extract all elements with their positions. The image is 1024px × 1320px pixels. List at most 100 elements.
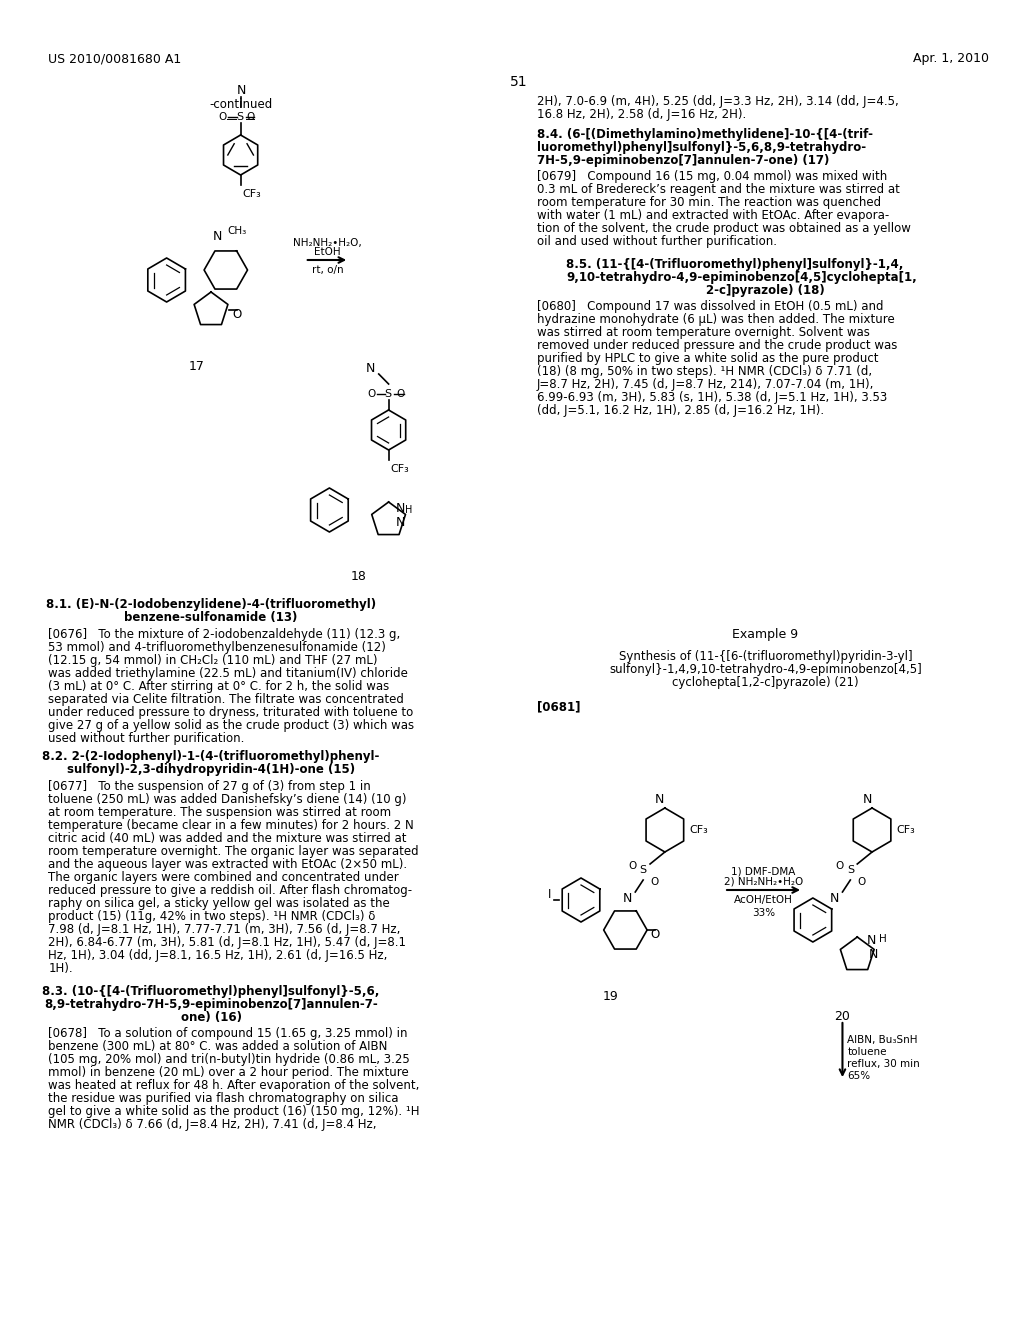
Text: 65%: 65%	[848, 1071, 870, 1081]
Text: give 27 g of a yellow solid as the crude product (3) which was: give 27 g of a yellow solid as the crude…	[48, 719, 415, 733]
Text: under reduced pressure to dryness, triturated with toluene to: under reduced pressure to dryness, tritu…	[48, 706, 414, 719]
Text: 16.8 Hz, 2H), 2.58 (d, J=16 Hz, 2H).: 16.8 Hz, 2H), 2.58 (d, J=16 Hz, 2H).	[537, 108, 745, 121]
Text: raphy on silica gel, a sticky yellow gel was isolated as the: raphy on silica gel, a sticky yellow gel…	[48, 898, 390, 909]
Text: 17: 17	[188, 360, 204, 374]
Text: tion of the solvent, the crude product was obtained as a yellow: tion of the solvent, the crude product w…	[537, 222, 910, 235]
Text: O: O	[396, 389, 404, 399]
Text: N: N	[213, 230, 222, 243]
Text: (3 mL) at 0° C. After stirring at 0° C. for 2 h, the solid was: (3 mL) at 0° C. After stirring at 0° C. …	[48, 680, 389, 693]
Text: N: N	[862, 793, 871, 807]
Text: and the aqueous layer was extracted with EtOAc (2×50 mL).: and the aqueous layer was extracted with…	[48, 858, 408, 871]
Text: was heated at reflux for 48 h. After evaporation of the solvent,: was heated at reflux for 48 h. After eva…	[48, 1078, 420, 1092]
Text: mmol) in benzene (20 mL) over a 2 hour period. The mixture: mmol) in benzene (20 mL) over a 2 hour p…	[48, 1067, 409, 1078]
Text: CF₃: CF₃	[897, 825, 915, 836]
Text: 8.4. (6-[(Dimethylamino)methylidene]-10-{[4-(trif-: 8.4. (6-[(Dimethylamino)methylidene]-10-…	[537, 128, 872, 141]
Text: toluene: toluene	[848, 1047, 887, 1057]
Text: 1) DMF-DMA: 1) DMF-DMA	[731, 866, 796, 876]
Text: O: O	[836, 861, 844, 871]
Text: O: O	[650, 928, 659, 941]
Text: N: N	[623, 891, 632, 904]
Text: gel to give a white solid as the product (16) (150 mg, 12%). ¹H: gel to give a white solid as the product…	[48, 1105, 420, 1118]
Text: [0679]   Compound 16 (15 mg, 0.04 mmol) was mixed with: [0679] Compound 16 (15 mg, 0.04 mmol) wa…	[537, 170, 887, 183]
Text: [0677]   To the suspension of 27 g of (3) from step 1 in: [0677] To the suspension of 27 g of (3) …	[48, 780, 371, 793]
Text: Apr. 1, 2010: Apr. 1, 2010	[913, 51, 989, 65]
Text: (105 mg, 20% mol) and tri(n-butyl)tin hydride (0.86 mL, 3.25: (105 mg, 20% mol) and tri(n-butyl)tin hy…	[48, 1053, 410, 1067]
Text: S: S	[640, 865, 647, 875]
Text: the residue was purified via flash chromatography on silica: the residue was purified via flash chrom…	[48, 1092, 398, 1105]
Text: S: S	[385, 389, 392, 399]
Text: [0678]   To a solution of compound 15 (1.65 g, 3.25 mmol) in: [0678] To a solution of compound 15 (1.6…	[48, 1027, 408, 1040]
Text: 6.99-6.93 (m, 3H), 5.83 (s, 1H), 5.38 (d, J=5.1 Hz, 1H), 3.53: 6.99-6.93 (m, 3H), 5.83 (s, 1H), 5.38 (d…	[537, 391, 887, 404]
Text: N: N	[395, 516, 406, 529]
Text: O: O	[219, 112, 227, 121]
Text: AcOH/EtOH: AcOH/EtOH	[734, 895, 793, 906]
Text: I: I	[548, 888, 551, 902]
Text: 8.2. 2-(2-Iodophenyl)-1-(4-(trifluoromethyl)phenyl-: 8.2. 2-(2-Iodophenyl)-1-(4-(trifluoromet…	[42, 750, 380, 763]
Text: -continued: -continued	[209, 98, 272, 111]
Text: 8,9-tetrahydro-7H-5,9-epiminobenzo[7]annulen-7-: 8,9-tetrahydro-7H-5,9-epiminobenzo[7]ann…	[44, 998, 378, 1011]
Text: reflux, 30 min: reflux, 30 min	[848, 1059, 921, 1069]
Text: US 2010/0081680 A1: US 2010/0081680 A1	[48, 51, 181, 65]
Text: separated via Celite filtration. The filtrate was concentrated: separated via Celite filtration. The fil…	[48, 693, 404, 706]
Text: 0.3 mL of Bredereck’s reagent and the mixture was stirred at: 0.3 mL of Bredereck’s reagent and the mi…	[537, 183, 899, 195]
Text: 53 mmol) and 4-trifluoromethylbenzenesulfonamide (12): 53 mmol) and 4-trifluoromethylbenzenesul…	[48, 642, 386, 653]
Text: H: H	[404, 506, 412, 515]
Text: product (15) (11g, 42% in two steps). ¹H NMR (CDCl₃) δ: product (15) (11g, 42% in two steps). ¹H…	[48, 909, 376, 923]
Text: reduced pressure to give a reddish oil. After flash chromatog-: reduced pressure to give a reddish oil. …	[48, 884, 413, 898]
Text: 2) NH₂NH₂•H₂O: 2) NH₂NH₂•H₂O	[724, 876, 803, 887]
Text: cyclohepta[1,2-c]pyrazole) (21): cyclohepta[1,2-c]pyrazole) (21)	[672, 676, 859, 689]
Text: 8.5. (11-{[4-(Trifluoromethyl)phenyl]sulfonyl}-1,4,: 8.5. (11-{[4-(Trifluoromethyl)phenyl]sul…	[566, 257, 903, 271]
Text: used without further purification.: used without further purification.	[48, 733, 245, 744]
Text: toluene (250 mL) was added Danishefsky’s diene (14) (10 g): toluene (250 mL) was added Danishefsky’s…	[48, 793, 407, 807]
Text: one) (16): one) (16)	[180, 1011, 242, 1024]
Text: luoromethyl)phenyl]sulfonyl}-5,6,8,9-tetrahydro-: luoromethyl)phenyl]sulfonyl}-5,6,8,9-tet…	[537, 141, 865, 154]
Text: Synthesis of (11-{[6-(trifluoromethyl)pyridin-3-yl]: Synthesis of (11-{[6-(trifluoromethyl)py…	[618, 649, 912, 663]
Text: O: O	[247, 112, 255, 121]
Text: O: O	[368, 389, 376, 399]
Text: O: O	[650, 876, 658, 887]
Text: Example 9: Example 9	[732, 628, 799, 642]
Text: AIBN, Bu₃SnH: AIBN, Bu₃SnH	[848, 1035, 918, 1045]
Text: 19: 19	[603, 990, 618, 1003]
Text: 33%: 33%	[752, 908, 775, 917]
Text: 51: 51	[510, 75, 527, 88]
Text: 2-c]pyrazole) (18): 2-c]pyrazole) (18)	[707, 284, 825, 297]
Text: CF₃: CF₃	[390, 465, 410, 474]
Text: citric acid (40 mL) was added and the mixture was stirred at: citric acid (40 mL) was added and the mi…	[48, 832, 407, 845]
Text: N: N	[655, 793, 665, 807]
Text: N: N	[869, 949, 879, 961]
Text: [0681]: [0681]	[537, 700, 581, 713]
Text: (18) (8 mg, 50% in two steps). ¹H NMR (CDCl₃) δ 7.71 (d,: (18) (8 mg, 50% in two steps). ¹H NMR (C…	[537, 366, 871, 378]
Text: at room temperature. The suspension was stirred at room: at room temperature. The suspension was …	[48, 807, 391, 818]
Text: O: O	[857, 876, 865, 887]
Text: N: N	[395, 502, 406, 515]
Text: (dd, J=5.1, 16.2 Hz, 1H), 2.85 (d, J=16.2 Hz, 1H).: (dd, J=5.1, 16.2 Hz, 1H), 2.85 (d, J=16.…	[537, 404, 823, 417]
Text: 1H).: 1H).	[48, 962, 73, 975]
Text: N: N	[367, 362, 376, 375]
Text: The organic layers were combined and concentrated under: The organic layers were combined and con…	[48, 871, 399, 884]
Text: with water (1 mL) and extracted with EtOAc. After evapora-: with water (1 mL) and extracted with EtO…	[537, 209, 889, 222]
Text: 18: 18	[351, 570, 367, 583]
Text: N: N	[237, 84, 246, 98]
Text: CH₃: CH₃	[227, 226, 247, 236]
Text: N: N	[829, 891, 840, 904]
Text: CF₃: CF₃	[243, 189, 261, 199]
Text: S: S	[237, 112, 244, 121]
Text: 2H), 7.0-6.9 (m, 4H), 5.25 (dd, J=3.3 Hz, 2H), 3.14 (dd, J=4.5,: 2H), 7.0-6.9 (m, 4H), 5.25 (dd, J=3.3 Hz…	[537, 95, 898, 108]
Text: sulfonyl)-2,3-dihydropyridin-4(1H)-one (15): sulfonyl)-2,3-dihydropyridin-4(1H)-one (…	[67, 763, 355, 776]
Text: 2H), 6.84-6.77 (m, 3H), 5.81 (d, J=8.1 Hz, 1H), 5.47 (d, J=8.1: 2H), 6.84-6.77 (m, 3H), 5.81 (d, J=8.1 H…	[48, 936, 407, 949]
Text: H: H	[879, 935, 887, 944]
Text: was stirred at room temperature overnight. Solvent was: was stirred at room temperature overnigh…	[537, 326, 869, 339]
Text: hydrazine monohydrate (6 μL) was then added. The mixture: hydrazine monohydrate (6 μL) was then ad…	[537, 313, 894, 326]
Text: 8.3. (10-{[4-(Trifluoromethyl)phenyl]sulfonyl}-5,6,: 8.3. (10-{[4-(Trifluoromethyl)phenyl]sul…	[42, 985, 380, 998]
Text: benzene (300 mL) at 80° C. was added a solution of AIBN: benzene (300 mL) at 80° C. was added a s…	[48, 1040, 388, 1053]
Text: NH₂NH₂•H₂O,: NH₂NH₂•H₂O,	[293, 238, 361, 248]
Text: 7H-5,9-epiminobenzo[7]annulen-7-one) (17): 7H-5,9-epiminobenzo[7]annulen-7-one) (17…	[537, 154, 829, 168]
Text: rt, o/n: rt, o/n	[311, 265, 343, 275]
Text: CF₃: CF₃	[689, 825, 709, 836]
Text: was added triethylamine (22.5 mL) and titanium(IV) chloride: was added triethylamine (22.5 mL) and ti…	[48, 667, 409, 680]
Text: NMR (CDCl₃) δ 7.66 (d, J=8.4 Hz, 2H), 7.41 (d, J=8.4 Hz,: NMR (CDCl₃) δ 7.66 (d, J=8.4 Hz, 2H), 7.…	[48, 1118, 377, 1131]
Text: O: O	[628, 861, 637, 871]
Text: room temperature for 30 min. The reaction was quenched: room temperature for 30 min. The reactio…	[537, 195, 881, 209]
Text: sulfonyl}-1,4,9,10-tetrahydro-4,9-epiminobenzo[4,5]: sulfonyl}-1,4,9,10-tetrahydro-4,9-epimin…	[609, 663, 922, 676]
